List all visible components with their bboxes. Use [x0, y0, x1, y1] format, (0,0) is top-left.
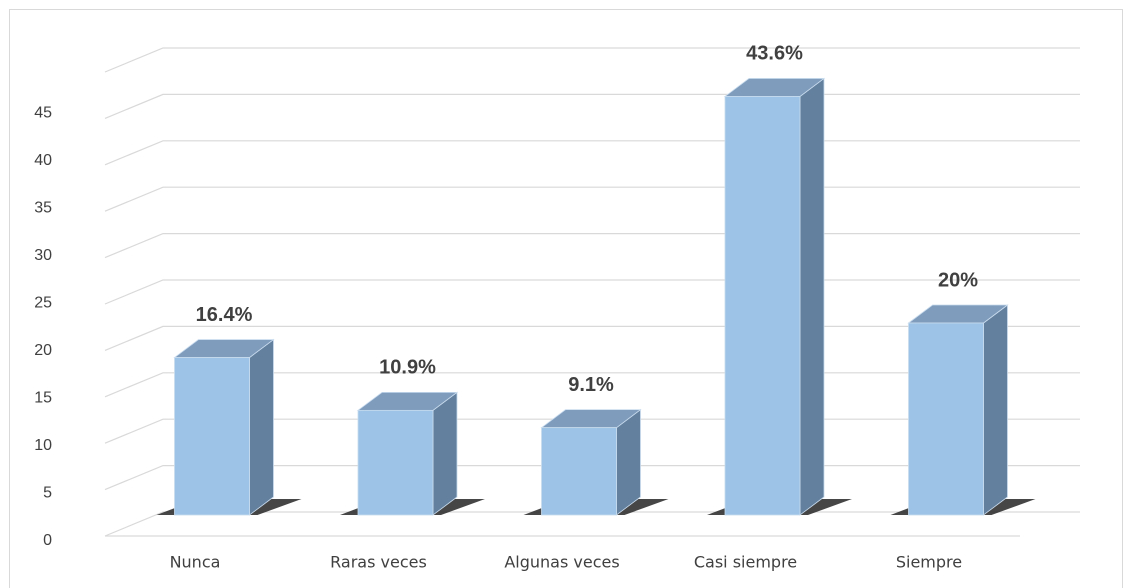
- bar: [174, 357, 250, 516]
- bar-side: [799, 77, 825, 516]
- chart-border: [9, 9, 1123, 588]
- y-tick-label: 20: [34, 342, 52, 359]
- bar: [908, 322, 984, 516]
- y-tick-label: 45: [34, 105, 52, 122]
- grid-line: [104, 93, 1080, 119]
- bar: [357, 409, 434, 516]
- bar: [541, 427, 617, 516]
- x-tick-label: Raras veces: [330, 553, 427, 572]
- y-tick-label: 5: [43, 485, 52, 502]
- grid-line: [104, 140, 1080, 166]
- x-tick-label: Nunca: [170, 553, 221, 572]
- data-label: 20%: [938, 269, 978, 291]
- x-tick-label: Algunas veces: [504, 553, 619, 572]
- bar-side: [616, 408, 641, 516]
- y-tick-label: 40: [34, 152, 52, 169]
- bar-side: [249, 338, 274, 516]
- x-tick-label: Casi siempre: [694, 553, 797, 572]
- data-label: 16.4%: [196, 304, 253, 326]
- y-tick-label: 10: [34, 437, 52, 454]
- bar: [724, 96, 801, 516]
- grid-line: [104, 186, 1080, 212]
- y-tick-label: 30: [34, 247, 52, 264]
- y-tick-label: 35: [34, 200, 52, 217]
- grid-line: [104, 279, 1080, 305]
- x-tick-label: Siempre: [896, 553, 962, 572]
- y-tick-label: 0: [43, 532, 52, 549]
- data-label: 9.1%: [568, 374, 614, 396]
- y-tick-label: 15: [34, 390, 52, 407]
- data-label: 43.6%: [746, 43, 803, 65]
- data-label: 10.9%: [379, 357, 436, 379]
- grid-line: [104, 511, 1080, 537]
- bar-side: [983, 304, 1008, 516]
- y-tick-label: 25: [34, 295, 52, 312]
- bar-side: [432, 391, 458, 516]
- grid-line: [104, 47, 1080, 73]
- grid-line: [104, 233, 1080, 259]
